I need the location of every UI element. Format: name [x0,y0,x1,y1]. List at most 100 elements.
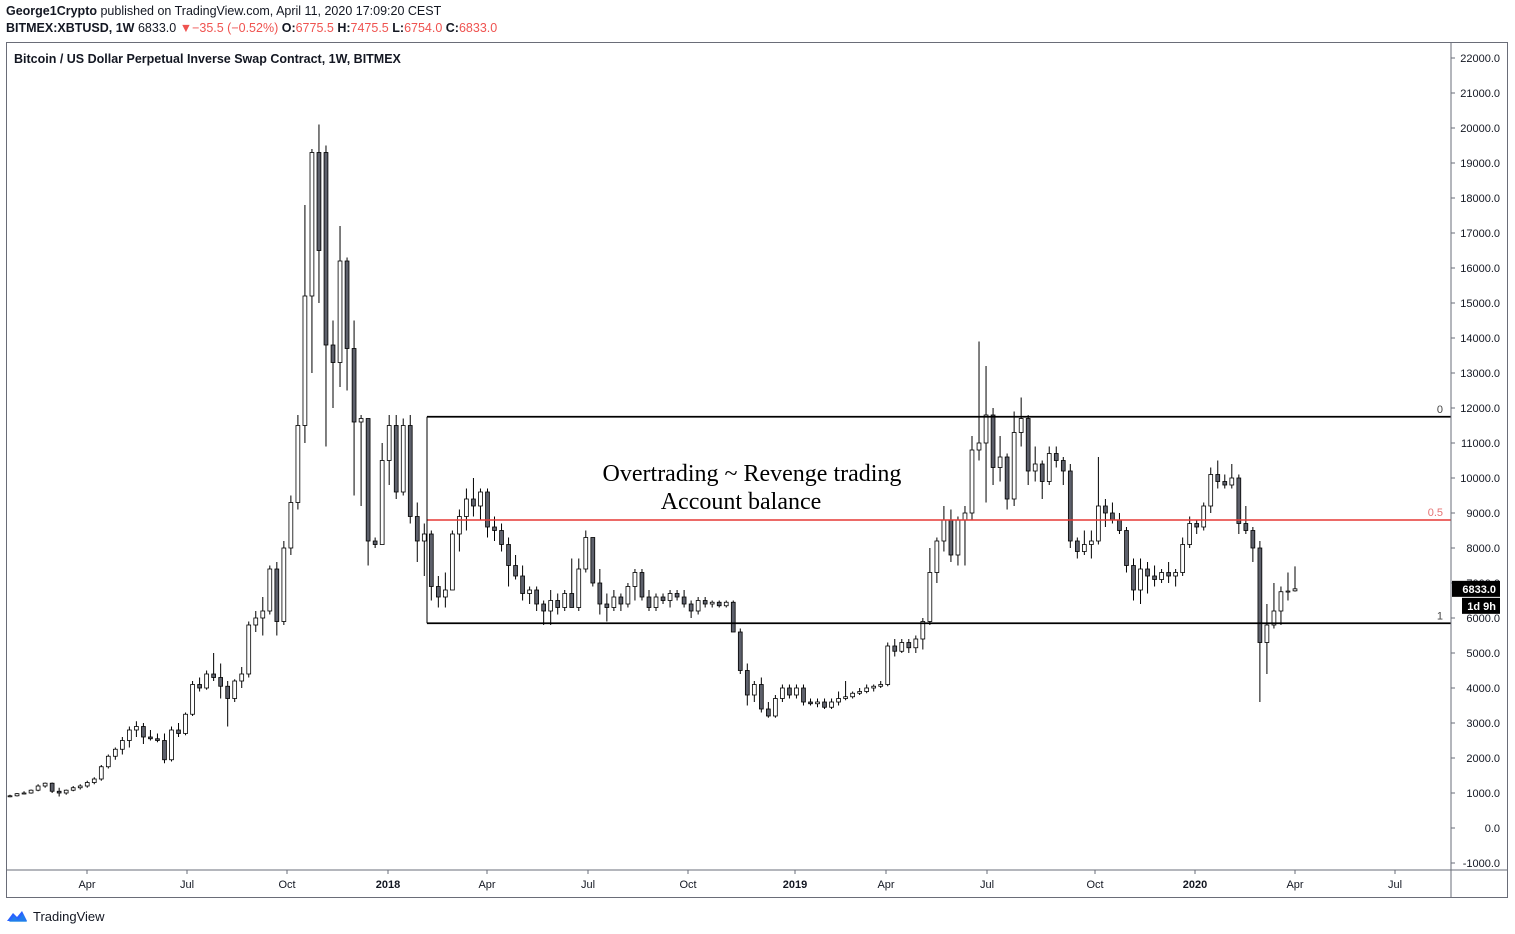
candle [379,443,385,545]
candle [148,730,153,741]
candle [112,747,118,760]
candle [56,787,62,797]
author-name[interactable]: George1Crypto [6,4,97,18]
candle-up [934,540,940,573]
candle-up [1032,463,1038,472]
candle-up [63,789,69,794]
y-tick-label: 0.0 [1485,823,1500,835]
candle [1152,565,1157,587]
candle-up [1089,540,1094,545]
candle-down [225,685,231,699]
candle [260,597,266,636]
candle [70,786,76,792]
candle [344,257,350,391]
candle [773,695,778,718]
candle [1004,453,1010,510]
axes-layer: 22000.021000.020000.019000.018000.017000… [7,43,1508,897]
candle-down [365,418,371,542]
candle [1103,499,1108,527]
candle-up [1096,505,1101,542]
candle-down [1152,575,1157,580]
candle-down [274,568,280,622]
candle [1145,562,1150,594]
candle-up [548,600,554,612]
candle-down [541,603,546,612]
y-tick-label: 11000.0 [1461,438,1500,450]
candle-up [562,593,568,608]
candle [91,777,97,785]
countdown-badge [1462,597,1500,614]
candle-down [176,729,181,734]
candle-down [506,544,511,566]
tradingview-brand[interactable]: TradingView [33,908,105,924]
candle-up [98,766,104,780]
candle-down [1110,512,1115,521]
y-tick-label: 20000.0 [1460,123,1500,135]
candle-up [815,701,820,705]
candle [386,415,392,485]
candle-down [49,782,55,792]
candle [702,597,708,608]
candle-up [386,425,392,461]
candle-up [885,645,891,685]
candle-down [1103,505,1108,514]
candle [815,698,820,708]
candle [1173,569,1178,587]
candle-down [1074,540,1080,552]
candle [1264,604,1270,674]
candle [169,726,174,762]
candle [857,688,862,695]
candle [98,765,104,781]
candle [1096,457,1101,545]
candle [436,576,441,608]
candle-up [871,685,877,689]
candle [1201,502,1207,531]
candle-down [1194,523,1200,528]
candle-up [253,617,259,626]
candle [843,681,848,701]
fib-level-label: 0.5 [1428,507,1443,519]
candle [393,415,399,499]
candle [421,523,427,576]
x-tick-label: Oct [1086,879,1103,891]
candle-down [892,645,898,652]
candle [906,639,912,653]
candle [759,677,764,713]
candle [541,600,546,625]
candle-up [302,295,308,426]
candle-up [120,740,125,750]
candle-up [850,692,855,698]
candle [976,341,982,461]
candle-down [787,687,792,696]
y-tick-label: 4000.0 [1466,683,1500,695]
candle [927,548,933,625]
candle [688,600,694,618]
y-tick-label: -1000.0 [1463,858,1500,870]
y-tick-label: 9000.0 [1466,508,1500,520]
candle [597,569,603,615]
candle-up [21,792,27,795]
candle-up [653,596,659,608]
candle [302,205,308,443]
candle [1089,530,1094,559]
y-tick-label: 12000.0 [1460,403,1500,415]
candle [990,408,996,485]
candle-down [744,670,750,696]
tradingview-logo-icon[interactable] [6,908,28,924]
candle-up [576,568,582,608]
candle [646,590,652,611]
candle-up [962,512,968,521]
candle [1194,520,1200,534]
candle-down [1067,470,1073,542]
candle-up [878,684,884,687]
close-label: C: [445,21,459,35]
candle-down [471,498,476,507]
last-price-label: 6833.0 [1462,584,1496,596]
candle-up [400,425,406,493]
candle [1131,558,1136,601]
candle [281,541,287,625]
chart-frame[interactable] [6,42,1508,898]
candle [485,488,490,538]
candle [225,681,231,727]
